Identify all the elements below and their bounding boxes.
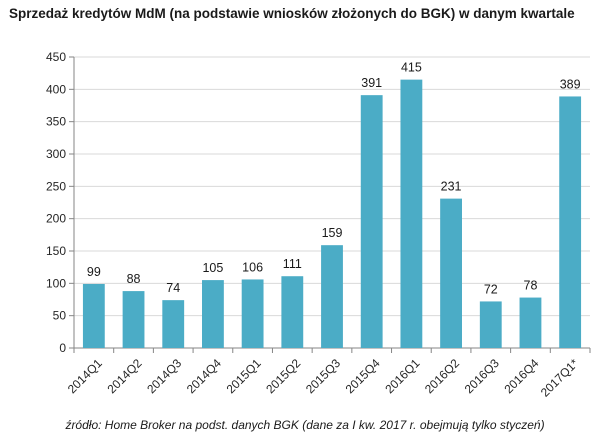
x-tick-label: 2014Q3 [144, 356, 184, 396]
value-label: 88 [127, 272, 141, 286]
x-tick-label: 2016Q3 [462, 356, 502, 396]
x-tick-label: 2014Q2 [105, 356, 145, 396]
y-tick-label: 450 [46, 50, 66, 64]
value-label: 78 [524, 279, 538, 293]
x-tick-label: 2015Q4 [343, 356, 383, 396]
x-tick-label: 2015Q3 [303, 356, 343, 396]
data-labels: 99 88 74 105 106 111 159 391 415 231 72 78 389 [87, 61, 581, 297]
bar-2016q1 [400, 79, 423, 348]
value-label: 72 [484, 282, 498, 296]
bar-2017q1-star [559, 96, 582, 349]
y-tick-label: 150 [46, 244, 66, 258]
value-label: 391 [361, 76, 382, 90]
bar-2014q3 [162, 300, 185, 348]
value-label: 231 [441, 180, 462, 194]
x-tick-label: 2015Q2 [263, 356, 303, 396]
y-tick-label: 50 [53, 309, 67, 323]
x-tick-label: 2016Q4 [501, 356, 541, 396]
bar-2015q1 [241, 279, 264, 348]
y-tick-label: 100 [46, 276, 66, 290]
value-label: 415 [401, 61, 422, 75]
bar-2015q3 [321, 245, 343, 348]
bar-2015q4 [360, 95, 383, 348]
y-tick-label: 250 [46, 179, 66, 193]
bar-2016q4 [519, 297, 542, 348]
chart-source-note: źródło: Home Broker na podst. danych BGK… [65, 418, 545, 432]
y-tick-label: 400 [46, 82, 66, 96]
bar-2014q2 [122, 291, 145, 348]
y-tick-label: 350 [46, 115, 66, 129]
bar-2014q4 [202, 280, 224, 348]
value-label: 389 [560, 77, 581, 91]
x-tick-label: 2014Q1 [65, 356, 105, 396]
value-label: 74 [166, 281, 180, 295]
x-tick-label: 2014Q4 [184, 356, 224, 396]
y-tick-label: 0 [59, 341, 66, 355]
value-label: 159 [322, 226, 343, 240]
bars [82, 79, 582, 349]
chart-title: Sprzedaż kredytów MdM (na podstawie wnio… [9, 6, 575, 21]
bar-2014q1 [82, 283, 105, 348]
x-tick-label: 2016Q2 [422, 356, 462, 396]
bar-2015q2 [281, 276, 304, 348]
value-label: 111 [283, 257, 302, 271]
bar-2016q3 [479, 301, 502, 348]
x-tick-label: 2016Q1 [382, 356, 422, 396]
value-label: 106 [242, 260, 263, 274]
value-label: 99 [87, 265, 101, 279]
bar-2016q2 [440, 198, 462, 348]
y-tick-label: 300 [46, 147, 66, 161]
x-tick-label: 2017Q1* [538, 356, 582, 400]
y-tick-label: 200 [46, 212, 66, 226]
value-label: 105 [202, 261, 223, 275]
x-tick-label: 2015Q1 [224, 356, 264, 396]
